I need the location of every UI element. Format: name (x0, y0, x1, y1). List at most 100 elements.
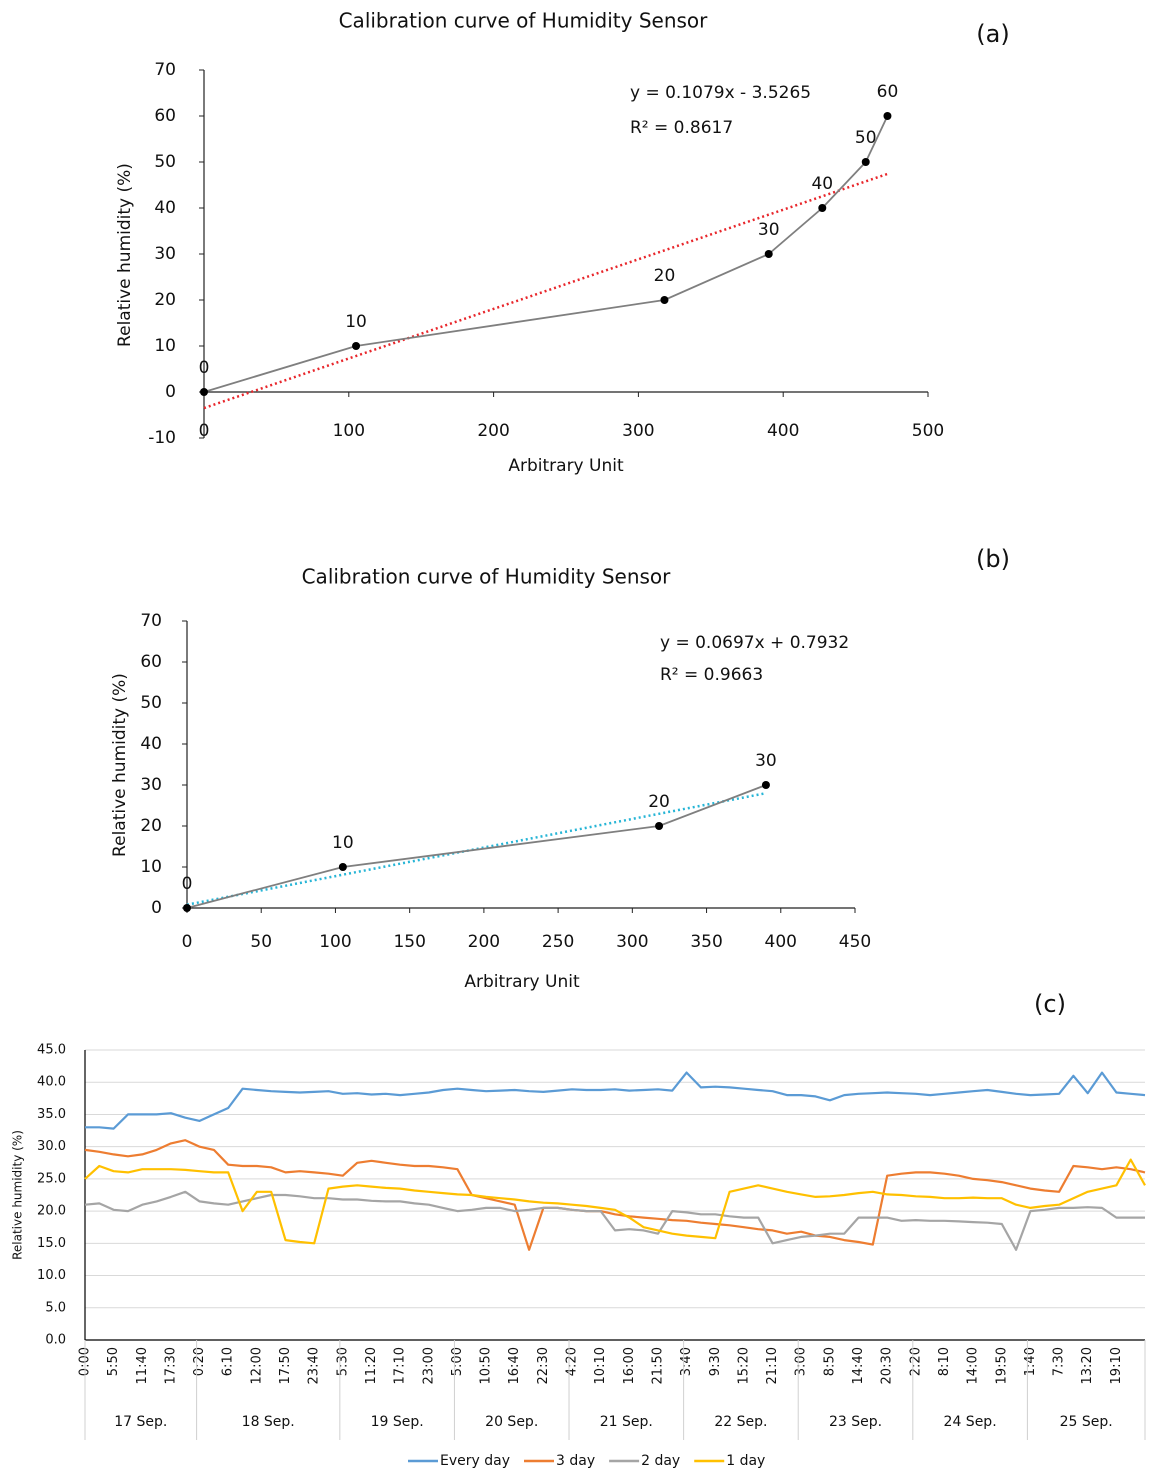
y-tick-label: 40.0 (37, 1075, 66, 1090)
trend-equation: R² = 0.8617 (630, 118, 733, 138)
data-label: 40 (811, 174, 833, 194)
data-point (352, 342, 361, 350)
y-tick-label: 70 (140, 611, 162, 631)
group-label: 17 Sep. (114, 1414, 167, 1430)
data-label: 10 (345, 312, 367, 332)
legend-label: 2 day (641, 1453, 680, 1469)
x-tick-label: 12:00 (249, 1347, 264, 1384)
x-tick-label: 21:10 (765, 1347, 780, 1384)
legend-label: Every day (440, 1453, 510, 1469)
x-tick-label: 6:10 (221, 1347, 236, 1376)
x-tick-label: 450 (839, 932, 871, 952)
series-line (84, 1158, 1146, 1245)
y-tick-label: 35.0 (37, 1107, 66, 1122)
y-tick-label: 0 (165, 382, 176, 402)
group-label: 24 Sep. (944, 1414, 997, 1430)
x-tick-label: 300 (616, 932, 648, 952)
trend-equation: R² = 0.9663 (660, 665, 763, 685)
y-tick-label: -10 (148, 428, 176, 448)
data-label: 50 (855, 128, 877, 148)
data-label: 0 (199, 358, 210, 378)
x-tick-label: 13:20 (1080, 1347, 1095, 1384)
y-tick-label: 20 (140, 816, 162, 836)
x-tick-label: 19:50 (994, 1347, 1009, 1384)
x-tick-label: 4:20 (565, 1347, 580, 1376)
data-point (655, 822, 664, 830)
x-tick-label: 23:00 (421, 1347, 436, 1384)
x-tick-label: 8:50 (822, 1347, 837, 1376)
x-tick-label: 200 (468, 932, 500, 952)
y-tick-label: 0.0 (45, 1333, 66, 1348)
trend-equation: y = 0.0697x + 0.7932 (660, 633, 849, 653)
x-tick-label: 19:10 (1109, 1347, 1124, 1384)
y-tick-label: 10 (154, 336, 176, 356)
x-tick-label: 10:50 (479, 1347, 494, 1384)
y-tick-label: 10.0 (37, 1268, 66, 1283)
x-tick-label: 11:40 (135, 1347, 150, 1384)
y-tick-label: 30 (154, 244, 176, 264)
x-tick-label: 16:40 (507, 1347, 522, 1384)
data-label: 30 (758, 220, 780, 240)
data-point (861, 158, 870, 166)
y-axis-label: Relative humidity (%) (115, 163, 135, 347)
group-label: 18 Sep. (242, 1414, 295, 1430)
x-tick-label: 250 (542, 932, 574, 952)
chart-title: Calibration curve of Humidity Sensor (302, 565, 672, 589)
panel-label: (b) (976, 545, 1010, 573)
x-tick-label: 400 (765, 932, 797, 952)
group-label: 19 Sep. (371, 1414, 424, 1430)
trend-equation: y = 0.1079x - 3.5265 (630, 83, 811, 103)
x-tick-label: 2:20 (908, 1347, 923, 1376)
x-tick-label: 10:10 (593, 1347, 608, 1384)
data-point (883, 112, 892, 120)
x-tick-label: 3:00 (794, 1347, 809, 1376)
chart-title: Calibration curve of Humidity Sensor (339, 9, 709, 33)
group-label: 23 Sep. (829, 1414, 882, 1430)
group-label: 25 Sep. (1060, 1414, 1113, 1430)
x-tick-label: 15:20 (736, 1347, 751, 1384)
data-label: 0 (182, 874, 193, 894)
group-label: 22 Sep. (714, 1414, 767, 1430)
x-tick-label: 22:30 (536, 1347, 551, 1384)
legend-label: 3 day (556, 1453, 595, 1469)
y-tick-label: 70 (154, 60, 176, 80)
y-tick-label: 20 (154, 290, 176, 310)
data-point (338, 863, 347, 871)
y-tick-label: 50 (140, 693, 162, 713)
trendline (186, 791, 767, 906)
x-tick-label: 20:30 (880, 1347, 895, 1384)
data-label: 10 (332, 833, 354, 853)
x-tick-label: 1:40 (1023, 1347, 1038, 1376)
data-line (186, 784, 767, 909)
data-point (183, 904, 191, 912)
series-line (85, 1071, 1146, 1130)
series-line (84, 1139, 1146, 1251)
x-tick-label: 11:20 (364, 1347, 379, 1384)
x-tick-label: 200 (477, 421, 509, 441)
y-tick-label: 30 (140, 775, 162, 795)
x-tick-label: 21:50 (650, 1347, 665, 1384)
x-tick-label: 17:10 (393, 1347, 408, 1384)
x-tick-label: 300 (622, 421, 654, 441)
x-tick-label: 150 (393, 932, 425, 952)
data-label: 20 (654, 266, 676, 286)
x-tick-label: 0 (182, 932, 193, 952)
x-tick-label: 17:30 (163, 1347, 178, 1384)
x-tick-label: 100 (333, 421, 365, 441)
y-tick-label: 50 (154, 152, 176, 172)
data-point (761, 781, 770, 789)
x-tick-label: 16:00 (622, 1347, 637, 1384)
trendline (203, 172, 888, 410)
data-line (203, 115, 889, 393)
data-point (764, 250, 773, 258)
x-tick-label: 50 (250, 932, 272, 952)
x-axis-label: Arbitrary Unit (464, 972, 580, 992)
x-tick-label: 3:40 (679, 1347, 694, 1376)
y-tick-label: 45.0 (37, 1043, 66, 1058)
group-label: 20 Sep. (485, 1414, 538, 1430)
y-tick-label: 25.0 (37, 1171, 66, 1186)
panel-label: (a) (976, 20, 1009, 48)
data-label: 30 (755, 751, 777, 771)
x-tick-label: 5:30 (335, 1347, 350, 1376)
